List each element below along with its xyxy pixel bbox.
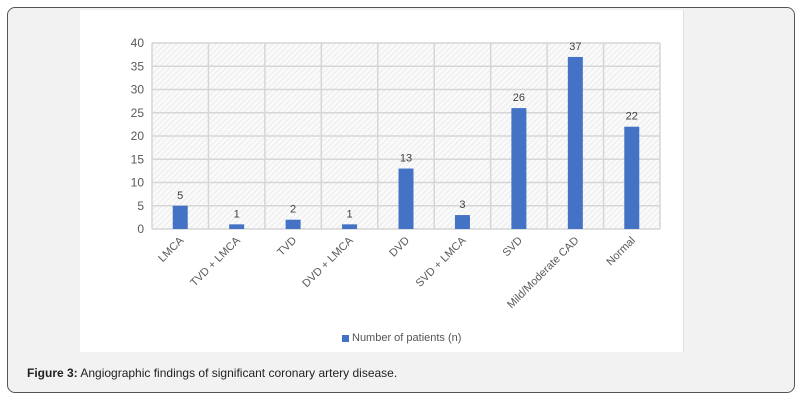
x-tick-label: DVD xyxy=(387,235,412,260)
y-tick-label: 10 xyxy=(131,176,145,190)
data-label: 1 xyxy=(234,208,240,220)
legend: Number of patients (n) xyxy=(342,332,461,344)
legend-swatch xyxy=(342,334,349,342)
x-tick-label: TVD + LMCA xyxy=(188,234,243,289)
legend-label: Number of patients (n) xyxy=(352,332,462,344)
caption-text: Angiographic findings of significant cor… xyxy=(77,366,398,380)
y-tick-label: 15 xyxy=(131,152,145,166)
x-tick-label: TVD xyxy=(275,235,299,259)
bar xyxy=(624,126,640,229)
x-tick-label: SVD xyxy=(501,235,526,260)
y-tick-label: 20 xyxy=(131,129,145,143)
bar xyxy=(229,224,245,229)
y-tick-label: 25 xyxy=(131,106,145,120)
data-label: 2 xyxy=(290,204,296,216)
y-tick-label: 0 xyxy=(137,222,144,236)
bar xyxy=(342,224,358,229)
data-label: 22 xyxy=(626,111,638,123)
x-tick-label: DVD + LMCA xyxy=(300,234,356,290)
chart-area: 0 5 10 15 20 25 30 35 40 5 LMCA 1 TVD + LMCA 2 TVD 1 DVD… xyxy=(80,10,684,352)
y-tick-label: 35 xyxy=(131,59,145,73)
data-label: 1 xyxy=(346,208,352,220)
bar xyxy=(511,108,527,229)
y-tick-label: 30 xyxy=(131,83,145,97)
bar-chart: 0 5 10 15 20 25 30 35 40 5 LMCA 1 TVD + LMCA 2 TVD 1 DVD… xyxy=(131,36,661,311)
x-tick-label: Normal xyxy=(604,235,638,269)
bar xyxy=(285,219,301,229)
data-label: 37 xyxy=(569,41,581,53)
bar xyxy=(398,168,414,229)
bar xyxy=(567,56,583,230)
bar xyxy=(454,215,470,229)
data-label: 3 xyxy=(459,199,465,211)
data-label: 13 xyxy=(400,153,412,165)
y-tick-label: 40 xyxy=(131,36,145,50)
data-label: 5 xyxy=(177,190,183,202)
x-tick-label: LMCA xyxy=(156,234,187,265)
bar xyxy=(172,205,188,229)
figure-caption: Figure 3: Angiographic findings of signi… xyxy=(27,366,397,380)
data-label: 26 xyxy=(513,92,525,104)
x-tick-label: SVD + LMCA xyxy=(414,234,469,289)
caption-label: Figure 3: xyxy=(27,366,78,380)
y-tick-label: 5 xyxy=(137,199,144,213)
